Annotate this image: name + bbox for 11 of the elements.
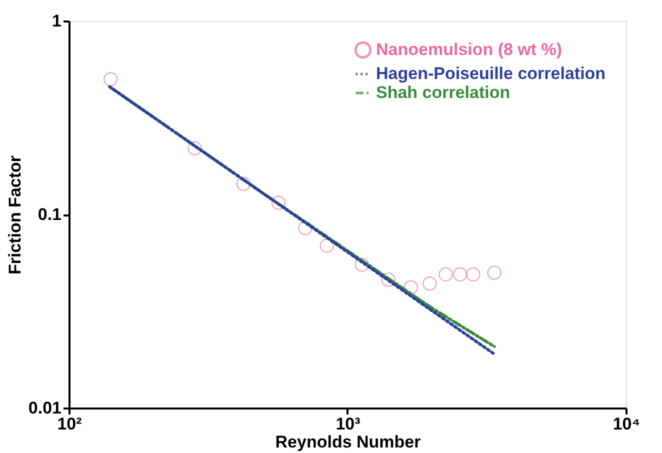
legend-label: Nanoemulsion (8 wt %) (376, 40, 562, 59)
x-tick-label: 10⁴ (612, 414, 640, 434)
x-tick-label: 10² (57, 414, 82, 434)
y-tick-label: 0.1 (38, 205, 62, 224)
legend-label: Shah correlation (376, 83, 510, 102)
y-tick-label: 1 (52, 12, 62, 30)
legend-label: Hagen-Poiseuille correlation (376, 64, 606, 83)
x-tick-label: 10³ (336, 414, 361, 434)
y-tick-label: 0.01 (28, 398, 62, 418)
y-axis-title: Friction Factor (5, 155, 24, 275)
x-axis-title: Reynolds Number (275, 432, 422, 452)
